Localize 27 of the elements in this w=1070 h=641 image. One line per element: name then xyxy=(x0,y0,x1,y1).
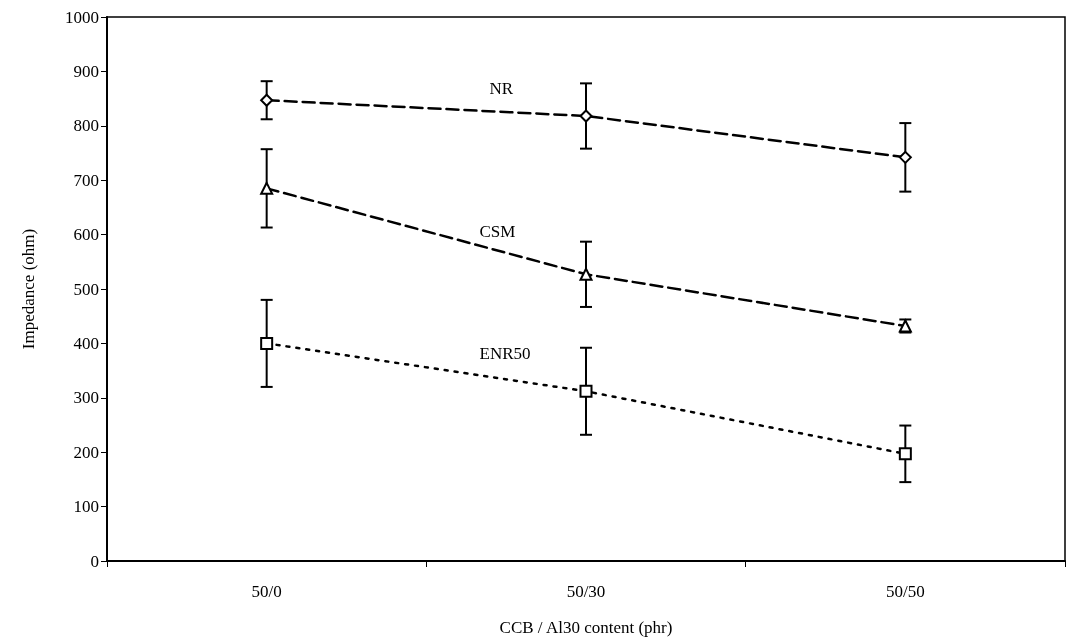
series-label: ENR50 xyxy=(479,343,531,363)
point xyxy=(260,93,274,107)
y-tick-label: 600 xyxy=(73,225,99,245)
series-label: NR xyxy=(489,78,514,98)
point xyxy=(898,150,912,164)
y-tick-label: 800 xyxy=(73,116,99,136)
point xyxy=(579,384,593,398)
y-tick-label: 500 xyxy=(73,279,99,299)
point xyxy=(260,181,274,195)
point xyxy=(898,447,912,461)
series-label: CSM xyxy=(479,221,516,241)
y-tick-label: 100 xyxy=(73,497,99,517)
y-tick-label: 400 xyxy=(73,333,99,353)
y-tick-label: 700 xyxy=(73,170,99,190)
point xyxy=(579,109,593,123)
x-tick-label: 50/0 xyxy=(251,582,282,601)
y-tick-label: 0 xyxy=(90,551,99,571)
y-tick-label: 300 xyxy=(73,388,99,408)
point xyxy=(579,267,593,281)
y-tick-label: 200 xyxy=(73,442,99,462)
y-axis-title: Impedance (ohm) xyxy=(19,228,38,350)
x-tick-label: 50/30 xyxy=(566,582,606,601)
x-axis-title: CCB / Al30 content (phr) xyxy=(499,618,673,637)
y-tick-label: 900 xyxy=(73,61,99,81)
y-tick-label: 1000 xyxy=(65,7,99,27)
x-tick-label: 50/50 xyxy=(885,582,925,601)
point xyxy=(260,336,274,350)
